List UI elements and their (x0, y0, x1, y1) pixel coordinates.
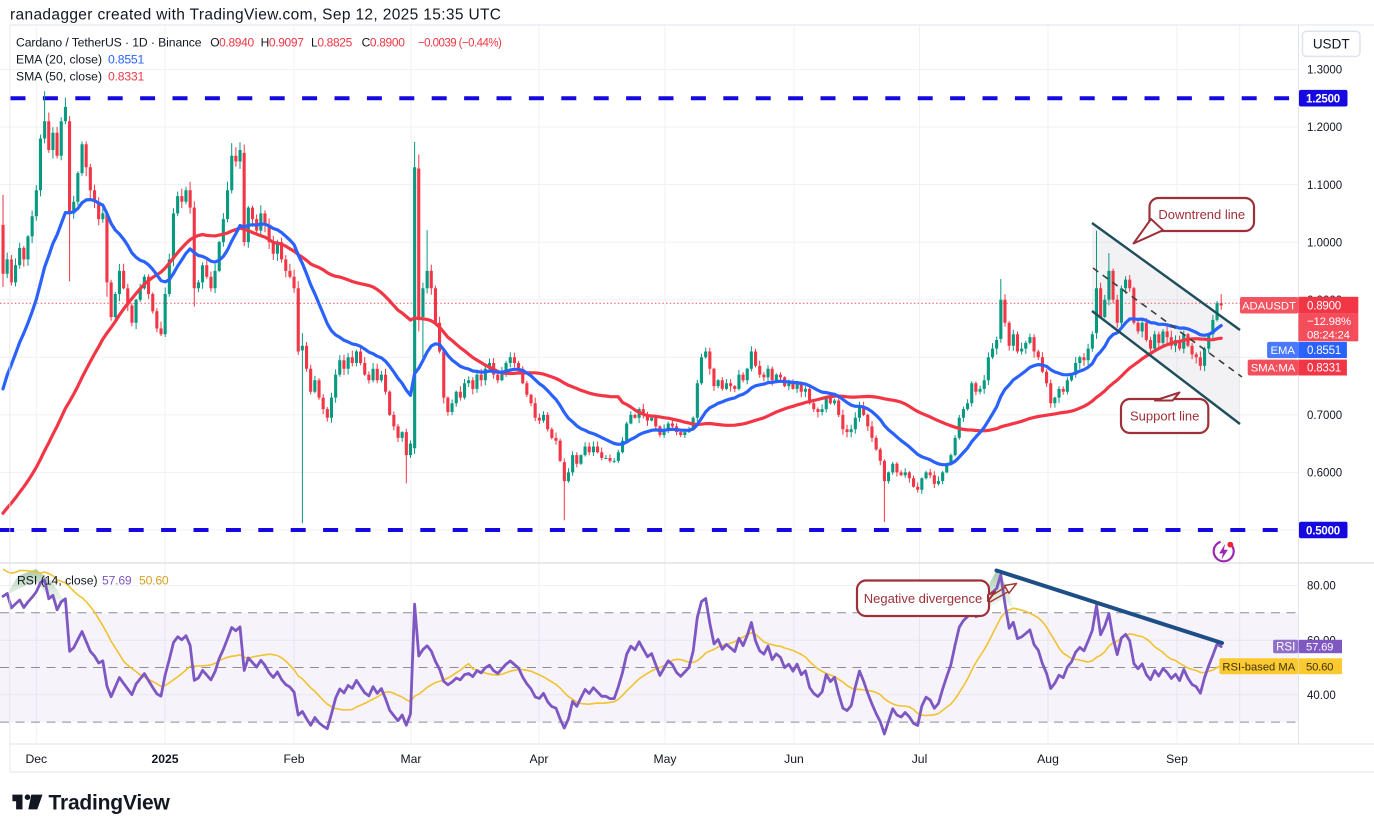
svg-text:Apr: Apr (530, 752, 549, 766)
svg-text:−12.98%: −12.98% (1307, 316, 1351, 328)
svg-text:RSI (14, close): RSI (14, close) (17, 574, 98, 588)
svg-text:L0.8825: L0.8825 (311, 36, 353, 50)
svg-text:EMA: EMA (1270, 345, 1295, 357)
svg-text:−0.0039 (−0.44%): −0.0039 (−0.44%) (418, 38, 502, 50)
svg-text:ADAUSDT: ADAUSDT (1242, 301, 1296, 313)
svg-text:0.5000: 0.5000 (1306, 525, 1340, 537)
svg-text:0.7000: 0.7000 (1307, 410, 1342, 422)
svg-text:0.8900: 0.8900 (1307, 301, 1341, 313)
svg-text:Negative divergence: Negative divergence (864, 591, 983, 606)
svg-text:80.00: 80.00 (1307, 581, 1336, 593)
svg-text:RSI: RSI (1276, 641, 1295, 653)
svg-text:Support line: Support line (1130, 409, 1199, 424)
svg-text:TradingView: TradingView (49, 792, 171, 815)
svg-text:EMA (20, close): EMA (20, close) (16, 53, 102, 67)
svg-text:Aug: Aug (1037, 752, 1059, 766)
svg-text:SMA (50, close): SMA (50, close) (16, 70, 102, 84)
svg-text:May: May (653, 752, 677, 766)
svg-text:Dec: Dec (25, 752, 47, 766)
svg-text:57.69: 57.69 (1306, 641, 1333, 653)
svg-text:08:24:24: 08:24:24 (1307, 330, 1350, 342)
svg-text:1.2000: 1.2000 (1307, 122, 1342, 134)
svg-text:1.3000: 1.3000 (1307, 65, 1342, 77)
svg-text:0.8331: 0.8331 (1307, 363, 1341, 375)
svg-text:50.60: 50.60 (1306, 661, 1333, 673)
svg-text:1.1000: 1.1000 (1307, 180, 1342, 192)
svg-text:0.8551: 0.8551 (108, 53, 144, 67)
svg-text:Cardano / TetherUS · 1D · Bina: Cardano / TetherUS · 1D · Binance (16, 36, 202, 50)
svg-text:Sep: Sep (1166, 752, 1188, 766)
svg-text:Jul: Jul (912, 752, 928, 766)
svg-text:H0.9097: H0.9097 (261, 36, 305, 50)
svg-text:SMA:MA: SMA:MA (1251, 363, 1296, 375)
svg-text:0.8551: 0.8551 (1307, 345, 1341, 357)
svg-text:ranadagger created with Tradin: ranadagger created with TradingView.com,… (10, 7, 501, 24)
svg-text:50.60: 50.60 (139, 574, 169, 588)
svg-text:57.69: 57.69 (102, 574, 132, 588)
svg-text:Mar: Mar (401, 752, 422, 766)
svg-text:C0.8900: C0.8900 (362, 36, 406, 50)
svg-text:1.2500: 1.2500 (1306, 94, 1340, 106)
svg-text:Feb: Feb (283, 752, 304, 766)
svg-text:O0.8940: O0.8940 (210, 36, 254, 50)
svg-text:Jun: Jun (784, 752, 804, 766)
svg-text:USDT: USDT (1313, 37, 1350, 52)
svg-text:0.6000: 0.6000 (1307, 468, 1342, 480)
svg-text:1.0000: 1.0000 (1307, 237, 1342, 249)
svg-text:Downtrend line: Downtrend line (1158, 207, 1245, 222)
svg-text:0.8331: 0.8331 (108, 70, 144, 84)
svg-text:2025: 2025 (151, 752, 178, 766)
svg-text:40.00: 40.00 (1307, 690, 1336, 702)
svg-text:RSI-based MA: RSI-based MA (1222, 661, 1295, 673)
